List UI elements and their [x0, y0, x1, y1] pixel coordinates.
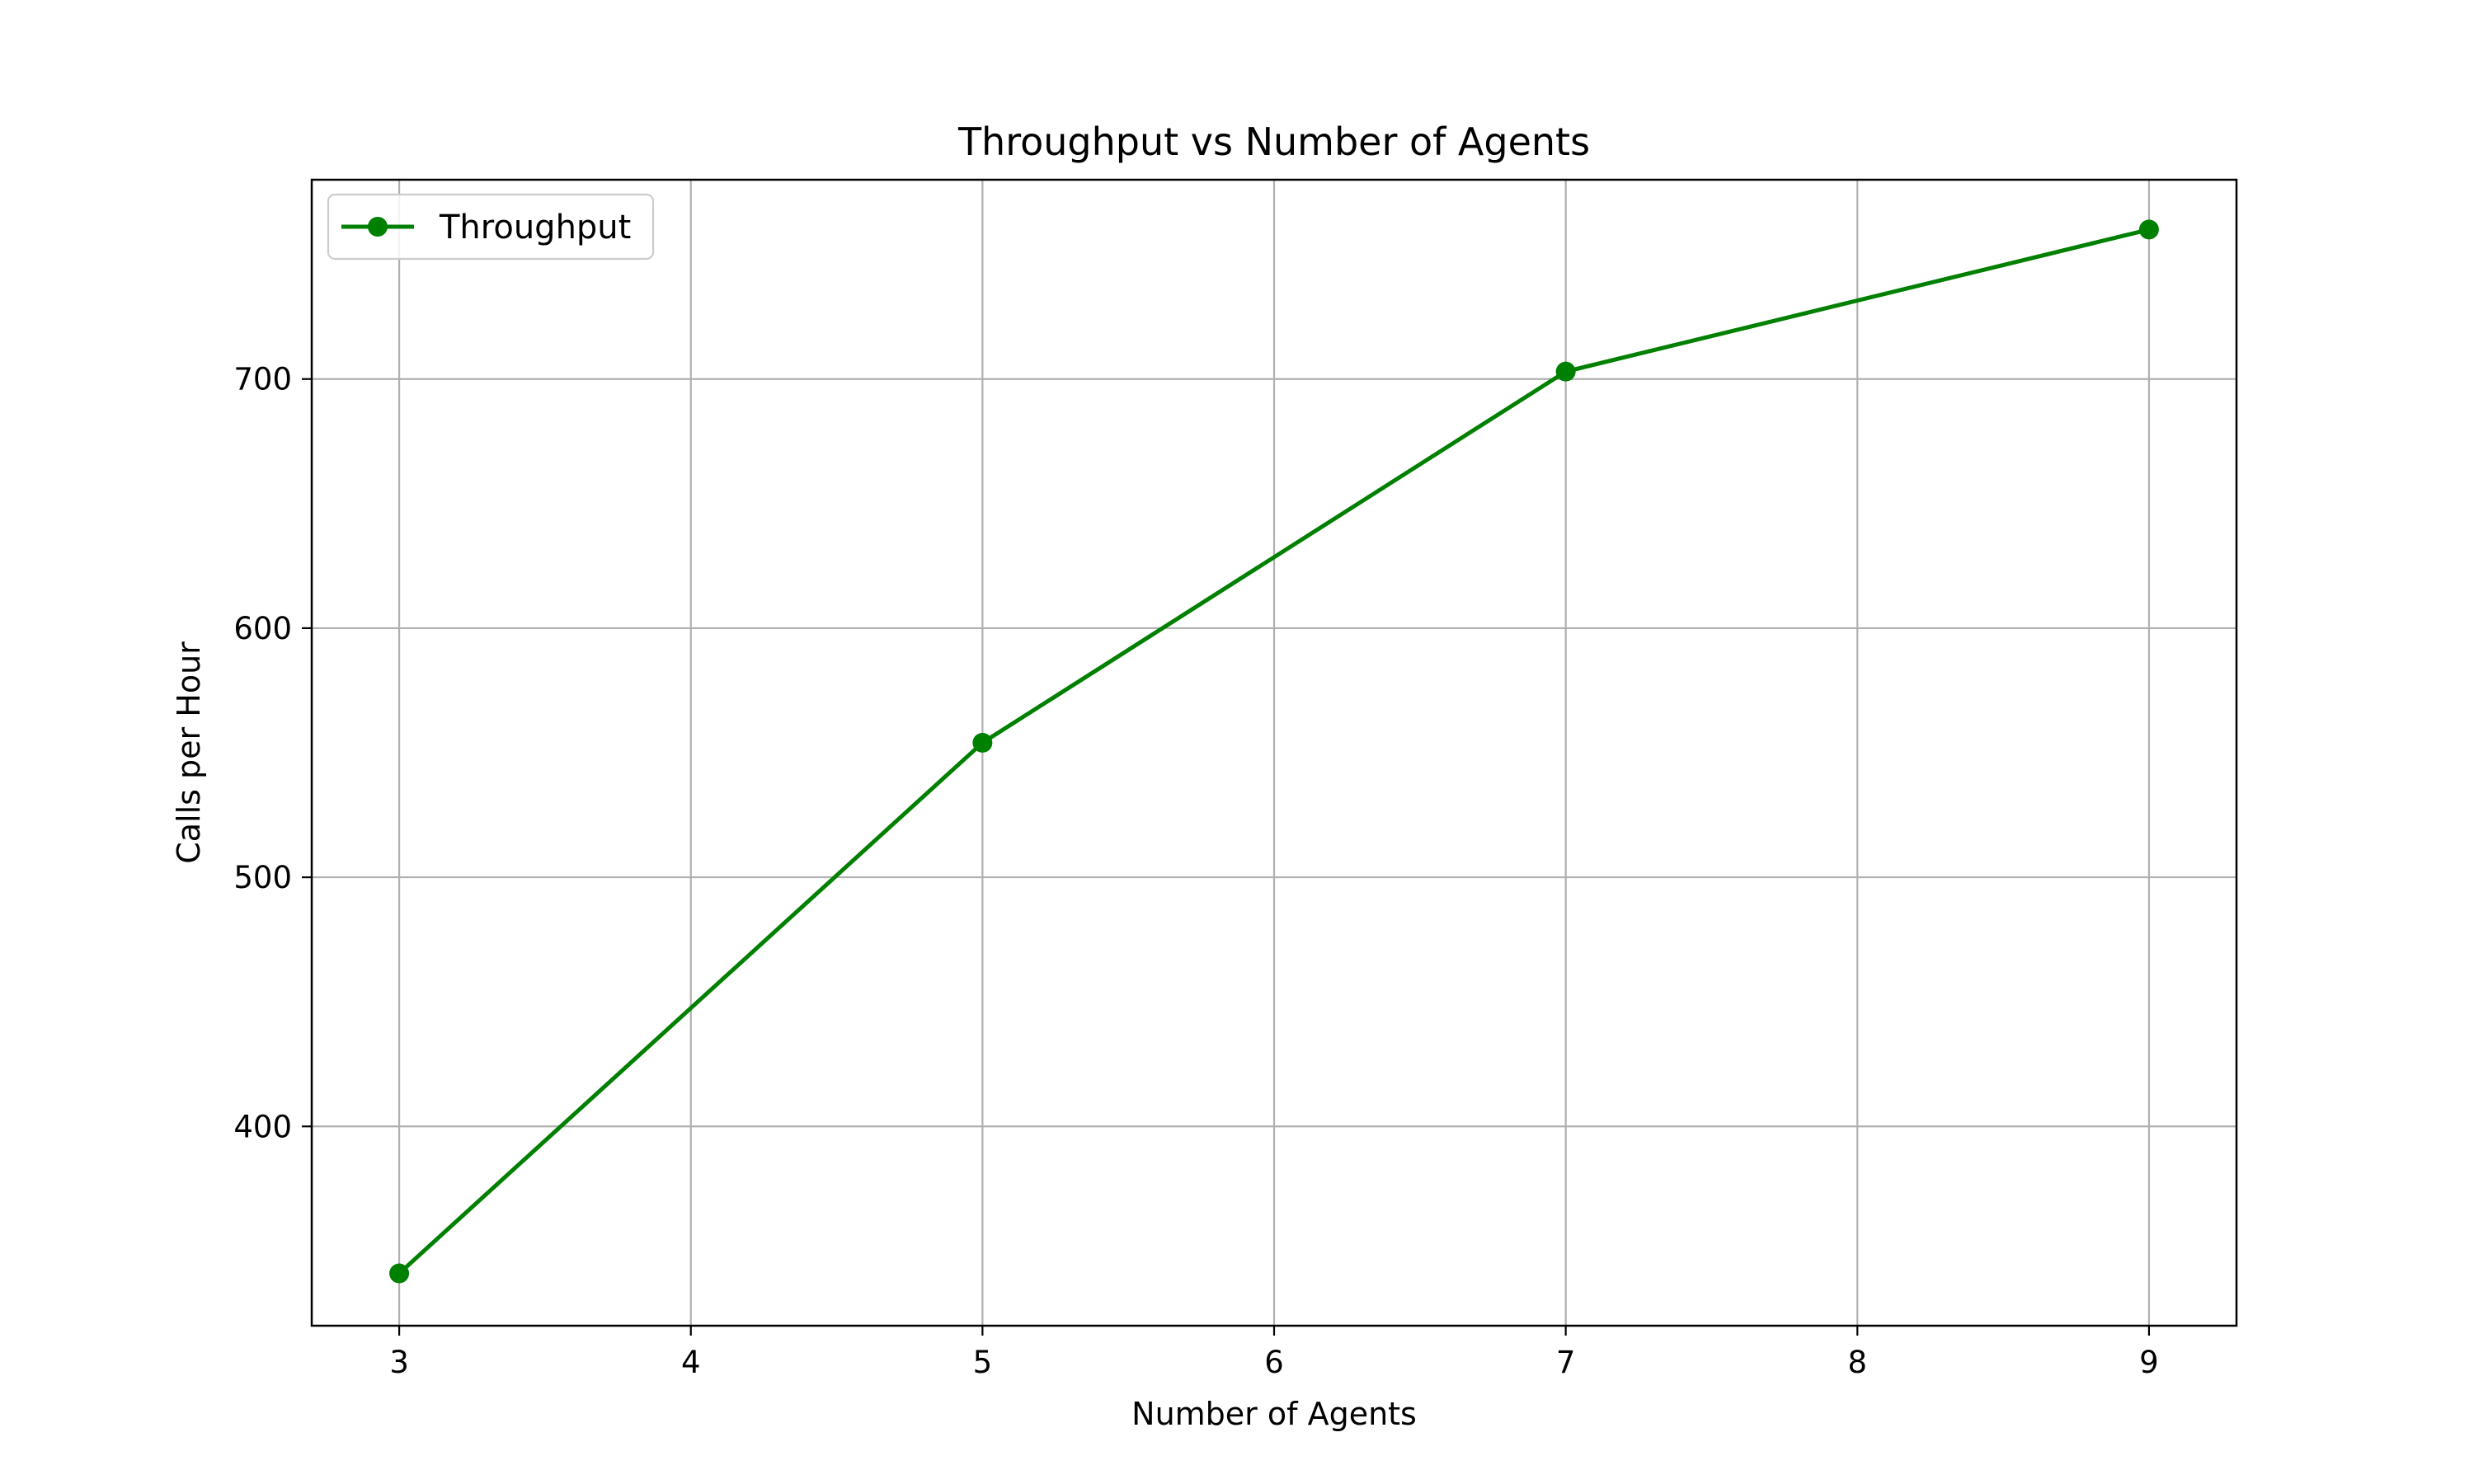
data-point	[2138, 219, 2159, 240]
x-tick-label: 9	[2139, 1345, 2159, 1380]
y-axis-ticks: 400 500 600 700	[233, 362, 312, 1144]
y-tick-label: 700	[233, 362, 292, 397]
data-point	[389, 1263, 410, 1284]
legend-box	[327, 193, 655, 261]
legend-marker-swatch	[368, 217, 388, 237]
chart-title: Throughput vs Number of Agents	[957, 120, 1590, 164]
x-tick-label: 5	[973, 1345, 993, 1380]
series-line-throughput	[397, 227, 2152, 1276]
legend: Throughput	[327, 193, 655, 261]
series-layer	[389, 219, 2159, 1284]
data-point	[972, 732, 993, 753]
legend-label: Throughput	[439, 209, 631, 247]
x-tick-label: 7	[1556, 1345, 1576, 1380]
x-tick-label: 8	[1847, 1345, 1867, 1380]
x-tick-label: 4	[681, 1345, 701, 1380]
y-tick-label: 500	[233, 860, 292, 895]
x-tick-label: 3	[389, 1345, 409, 1380]
x-axis-label: Number of Agents	[1131, 1396, 1417, 1432]
x-axis-ticks: 3 4 5 6 7 8 9	[389, 1326, 2159, 1380]
data-point	[1555, 361, 1576, 382]
y-tick-label: 600	[233, 611, 292, 646]
x-tick-label: 6	[1264, 1345, 1284, 1380]
y-tick-label: 400	[233, 1109, 292, 1144]
grid-lines	[312, 180, 2236, 1326]
y-axis-label: Calls per Hour	[171, 641, 207, 864]
